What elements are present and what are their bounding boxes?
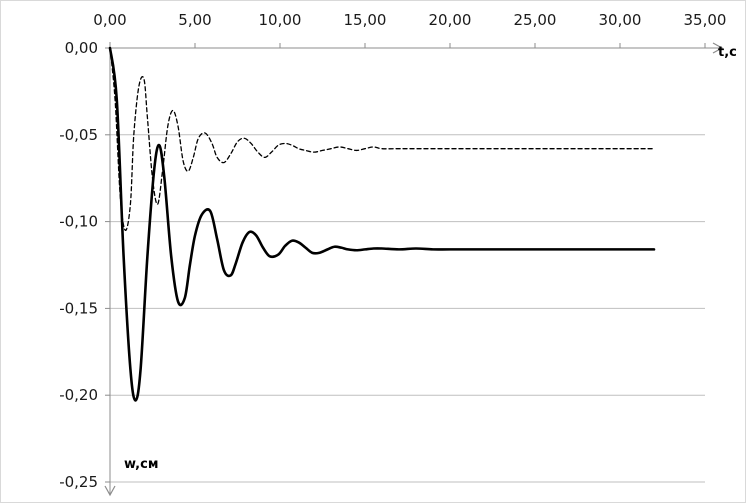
x-tick-label: 0,00 (93, 11, 126, 29)
x-tick-label: 15,00 (344, 11, 387, 29)
y-tick-label: -0,20 (59, 386, 98, 404)
y-tick-label: -0,25 (59, 473, 98, 491)
y-tick-label: -0,05 (59, 126, 98, 144)
y-axis-arrow (104, 485, 116, 497)
y-tick-label: 0,00 (65, 39, 98, 57)
y-tick-label: -0,10 (59, 213, 98, 231)
x-tick-label: 5,00 (178, 11, 211, 29)
x-tick-label: 30,00 (599, 11, 642, 29)
gridlines (110, 134, 705, 483)
x-tick-label: 10,00 (259, 11, 302, 29)
series-line-solid (108, 46, 656, 402)
x-axis-arrow (712, 42, 724, 54)
y-axis-title: w,см (124, 457, 158, 472)
y-tick-label: -0,15 (59, 299, 98, 317)
x-axis-title: t,c (718, 45, 737, 60)
x-tick-label: 35,00 (684, 11, 727, 29)
series-line-dashed (109, 47, 655, 231)
series-lines (108, 46, 656, 402)
x-tick-label: 25,00 (514, 11, 557, 29)
tick-labels: 0,00 -0,05 -0,10 -0,15 -0,20 -0,25 0,00 5,00 10,… (59, 11, 726, 491)
axes (104, 42, 724, 497)
x-tick-label: 20,00 (429, 11, 472, 29)
